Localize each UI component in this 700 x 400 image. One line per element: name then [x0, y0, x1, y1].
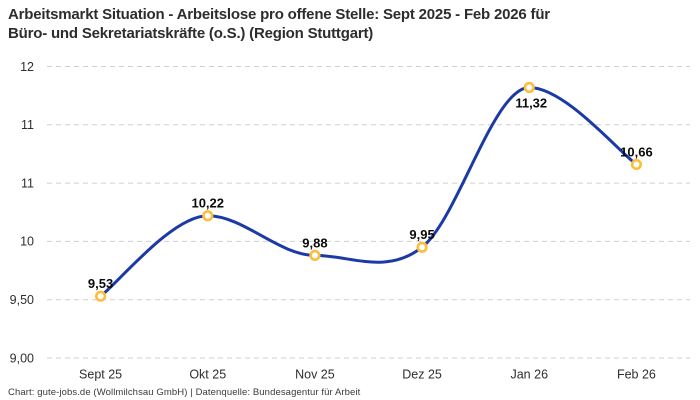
x-axis-tick-label: Nov 25	[295, 368, 335, 382]
x-axis-tick-label: Okt 25	[189, 368, 226, 382]
chart-title-line-1: Arbeitsmarkt Situation - Arbeitslose pro…	[8, 6, 550, 23]
chart-title-line-2: Büro- und Sekretariatskräfte (o.S.) (Reg…	[8, 25, 374, 42]
source-credit: Chart: gute-jobs.de (Wollmilchsau GmbH) …	[8, 387, 361, 398]
data-point-label: 10,66	[620, 144, 653, 159]
data-point-label: 9,53	[88, 276, 113, 291]
y-axis-tick-label: 11	[21, 118, 34, 132]
data-point-label: 9,95	[409, 227, 434, 242]
x-axis-tick-label: Sept 25	[79, 368, 122, 382]
data-point-marker[interactable]	[523, 81, 535, 94]
y-axis-tick-label: 9,50	[10, 293, 34, 307]
y-axis-tick-label: 11	[21, 176, 34, 190]
y-axis-tick-label: 9,00	[10, 351, 34, 365]
data-point-marker[interactable]	[202, 210, 214, 222]
data-point-label: 9,88	[302, 235, 327, 250]
series-line	[99, 85, 638, 298]
data-point-marker[interactable]	[94, 290, 107, 302]
y-axis-tick-label: 12	[20, 60, 34, 74]
data-point-marker[interactable]	[630, 158, 643, 171]
x-axis-tick-label: Feb 26	[617, 368, 656, 382]
chart-title: Arbeitsmarkt Situation - Arbeitslose pro…	[8, 5, 550, 43]
data-point-label: 11,32	[515, 95, 547, 110]
data-point-label: 10,22	[191, 196, 224, 211]
x-axis-tick-label: Dez 25	[402, 368, 442, 382]
data-point-marker[interactable]	[416, 241, 428, 253]
x-axis-tick-label: Jan 26	[510, 368, 548, 382]
y-axis-tick-label: 10	[20, 235, 34, 249]
data-point-marker[interactable]	[309, 249, 321, 261]
